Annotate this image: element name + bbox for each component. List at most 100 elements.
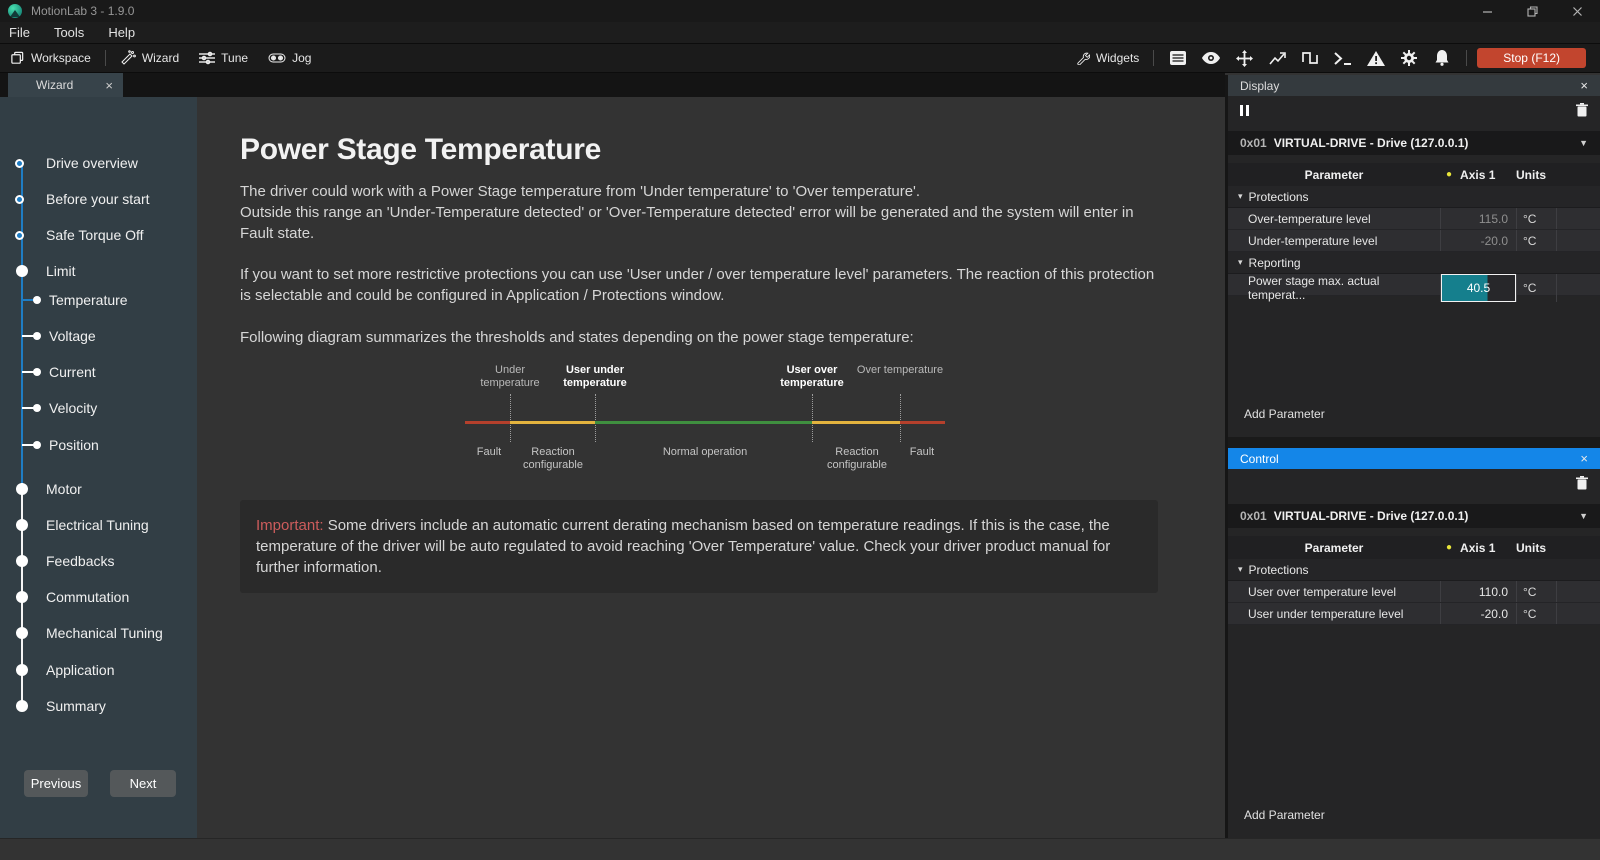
step-dot — [15, 230, 24, 240]
close-window-button[interactable] — [1555, 0, 1600, 22]
step-dot — [16, 555, 28, 567]
sidebar-item-voltage[interactable]: Voltage — [0, 326, 96, 346]
sidebar-item-position[interactable]: Position — [0, 435, 99, 455]
sidebar-item-before-your-start[interactable]: Before your start — [0, 189, 150, 209]
gamepad-icon — [268, 52, 286, 64]
chevron-down-icon: ▼ — [1579, 138, 1588, 148]
minimize-button[interactable] — [1465, 0, 1510, 22]
marker-over-temperature: Over temperature — [856, 364, 944, 376]
menu-bar: File Tools Help — [0, 22, 1600, 44]
tune-button[interactable]: Tune — [189, 44, 258, 72]
gear-icon[interactable] — [1399, 48, 1419, 68]
group-protections[interactable]: ▾ Protections — [1228, 559, 1600, 581]
title-bar: MotionLab 3 - 1.9.0 — [0, 0, 1600, 22]
page-title: Power Stage Temperature — [240, 133, 601, 166]
bell-icon[interactable] — [1432, 48, 1452, 68]
zone-reaction-left: Reaction configurable — [523, 446, 583, 471]
table-row[interactable]: User over temperature level 110.0 °C — [1228, 581, 1600, 603]
menu-tools[interactable]: Tools — [53, 25, 85, 40]
monitor-eye-icon[interactable] — [1201, 48, 1221, 68]
terminal-icon[interactable] — [1333, 48, 1353, 68]
table-row[interactable]: Under-temperature level -20.0 °C — [1228, 230, 1600, 252]
widgets-panel: Display × 0x01 VIRTUAL-DRIVE - Drive (12… — [1225, 75, 1600, 838]
zone-fault-left: Fault — [476, 446, 502, 458]
step-dot — [33, 368, 41, 376]
sidebar-item-current[interactable]: Current — [0, 362, 96, 382]
sidebar-item-feedbacks[interactable]: Feedbacks — [0, 551, 114, 571]
workspace-button[interactable]: Workspace — [0, 44, 101, 72]
menu-help[interactable]: Help — [108, 25, 136, 40]
step-connector — [22, 407, 34, 409]
step-dot — [16, 664, 28, 676]
step-dot — [33, 404, 41, 412]
segment-reaction-left — [510, 421, 595, 424]
close-icon[interactable]: × — [1580, 78, 1588, 93]
sidebar-item-temperature[interactable]: Temperature — [0, 290, 128, 310]
important-label: Important: — [256, 517, 324, 534]
move-icon[interactable] — [1234, 48, 1254, 68]
trash-icon[interactable] — [1576, 476, 1588, 490]
control-widget: Control × 0x01 VIRTUAL-DRIVE - Drive (12… — [1228, 448, 1600, 838]
warning-icon[interactable] — [1366, 48, 1386, 68]
sidebar-item-summary[interactable]: Summary — [0, 696, 106, 716]
sidebar-item-drive-overview[interactable]: Drive overview — [0, 153, 138, 173]
table-row[interactable]: User under temperature level -20.0 °C — [1228, 603, 1600, 625]
step-connector — [22, 299, 34, 301]
previous-button[interactable]: Previous — [24, 770, 88, 797]
wizard-button[interactable]: Wizard — [110, 44, 189, 72]
parameter-list-icon[interactable] — [1168, 48, 1188, 68]
tab-wizard[interactable]: Wizard × — [8, 73, 123, 97]
display-widget-header[interactable]: Display × — [1228, 75, 1600, 96]
widgets-button[interactable]: Widgets — [1066, 44, 1149, 72]
segment-fault-right — [900, 421, 945, 424]
control-widget-toolbar — [1228, 469, 1600, 497]
collapse-icon: ▾ — [1238, 564, 1243, 574]
sidebar-item-commutation[interactable]: Commutation — [0, 587, 129, 607]
stop-button[interactable]: Stop (F12) — [1477, 48, 1586, 68]
wand-icon — [120, 50, 136, 66]
important-note: Important: Some drivers include an autom… — [240, 500, 1158, 593]
close-icon[interactable]: × — [1580, 451, 1588, 466]
sidebar-item-mechanical-tuning[interactable]: Mechanical Tuning — [0, 623, 163, 643]
table-row[interactable]: Over-temperature level 115.0 °C — [1228, 208, 1600, 230]
paragraph-intro-line2: Outside this range an 'Under-Temperature… — [240, 204, 1134, 242]
marker-dashed-line — [595, 394, 596, 442]
sidebar-item-electrical-tuning[interactable]: Electrical Tuning — [0, 515, 149, 535]
marker-user-under-temperature: User under temperature — [563, 364, 627, 389]
sidebar-item-application[interactable]: Application — [0, 660, 115, 680]
add-parameter-button[interactable]: Add Parameter — [1244, 808, 1325, 822]
power-stage-temp-input[interactable] — [1441, 274, 1516, 302]
window-title: MotionLab 3 - 1.9.0 — [31, 4, 135, 18]
trash-icon[interactable] — [1576, 103, 1588, 117]
square-wave-icon[interactable] — [1300, 48, 1320, 68]
app-logo-icon — [8, 4, 22, 18]
step-dot — [16, 700, 28, 712]
menu-file[interactable]: File — [9, 25, 30, 40]
step-connector — [22, 371, 34, 373]
next-button[interactable]: Next — [110, 770, 176, 797]
restore-button[interactable] — [1510, 0, 1555, 22]
segment-normal — [595, 421, 812, 424]
collapse-icon: ▾ — [1238, 191, 1243, 201]
table-row[interactable]: Power stage max. actual temperat... °C — [1228, 274, 1600, 302]
step-dot — [33, 332, 41, 340]
marker-dashed-line — [900, 394, 901, 442]
marker-dashed-line — [812, 394, 813, 442]
sidebar-item-limit[interactable]: Limit — [0, 261, 76, 281]
add-parameter-button[interactable]: Add Parameter — [1244, 407, 1325, 421]
paragraph-intro-line1: The driver could work with a Power Stage… — [240, 183, 921, 200]
control-device-select[interactable]: 0x01 VIRTUAL-DRIVE - Drive (127.0.0.1) ▼ — [1228, 504, 1600, 528]
sidebar-item-motor[interactable]: Motor — [0, 479, 82, 499]
pause-icon[interactable] — [1240, 104, 1249, 116]
group-reporting[interactable]: ▾ Reporting — [1228, 252, 1600, 274]
jog-button[interactable]: Jog — [258, 44, 321, 72]
tab-close-icon[interactable]: × — [105, 77, 113, 93]
zone-fault-right: Fault — [909, 446, 935, 458]
sidebar-item-velocity[interactable]: Velocity — [0, 398, 97, 418]
display-device-select[interactable]: 0x01 VIRTUAL-DRIVE - Drive (127.0.0.1) ▼ — [1228, 131, 1600, 155]
control-widget-header[interactable]: Control × — [1228, 448, 1600, 469]
group-protections[interactable]: ▾ Protections — [1228, 186, 1600, 208]
scope-chart-icon[interactable] — [1267, 48, 1287, 68]
sidebar-item-safe-torque-off[interactable]: Safe Torque Off — [0, 225, 144, 245]
display-widget: Display × 0x01 VIRTUAL-DRIVE - Drive (12… — [1228, 75, 1600, 437]
